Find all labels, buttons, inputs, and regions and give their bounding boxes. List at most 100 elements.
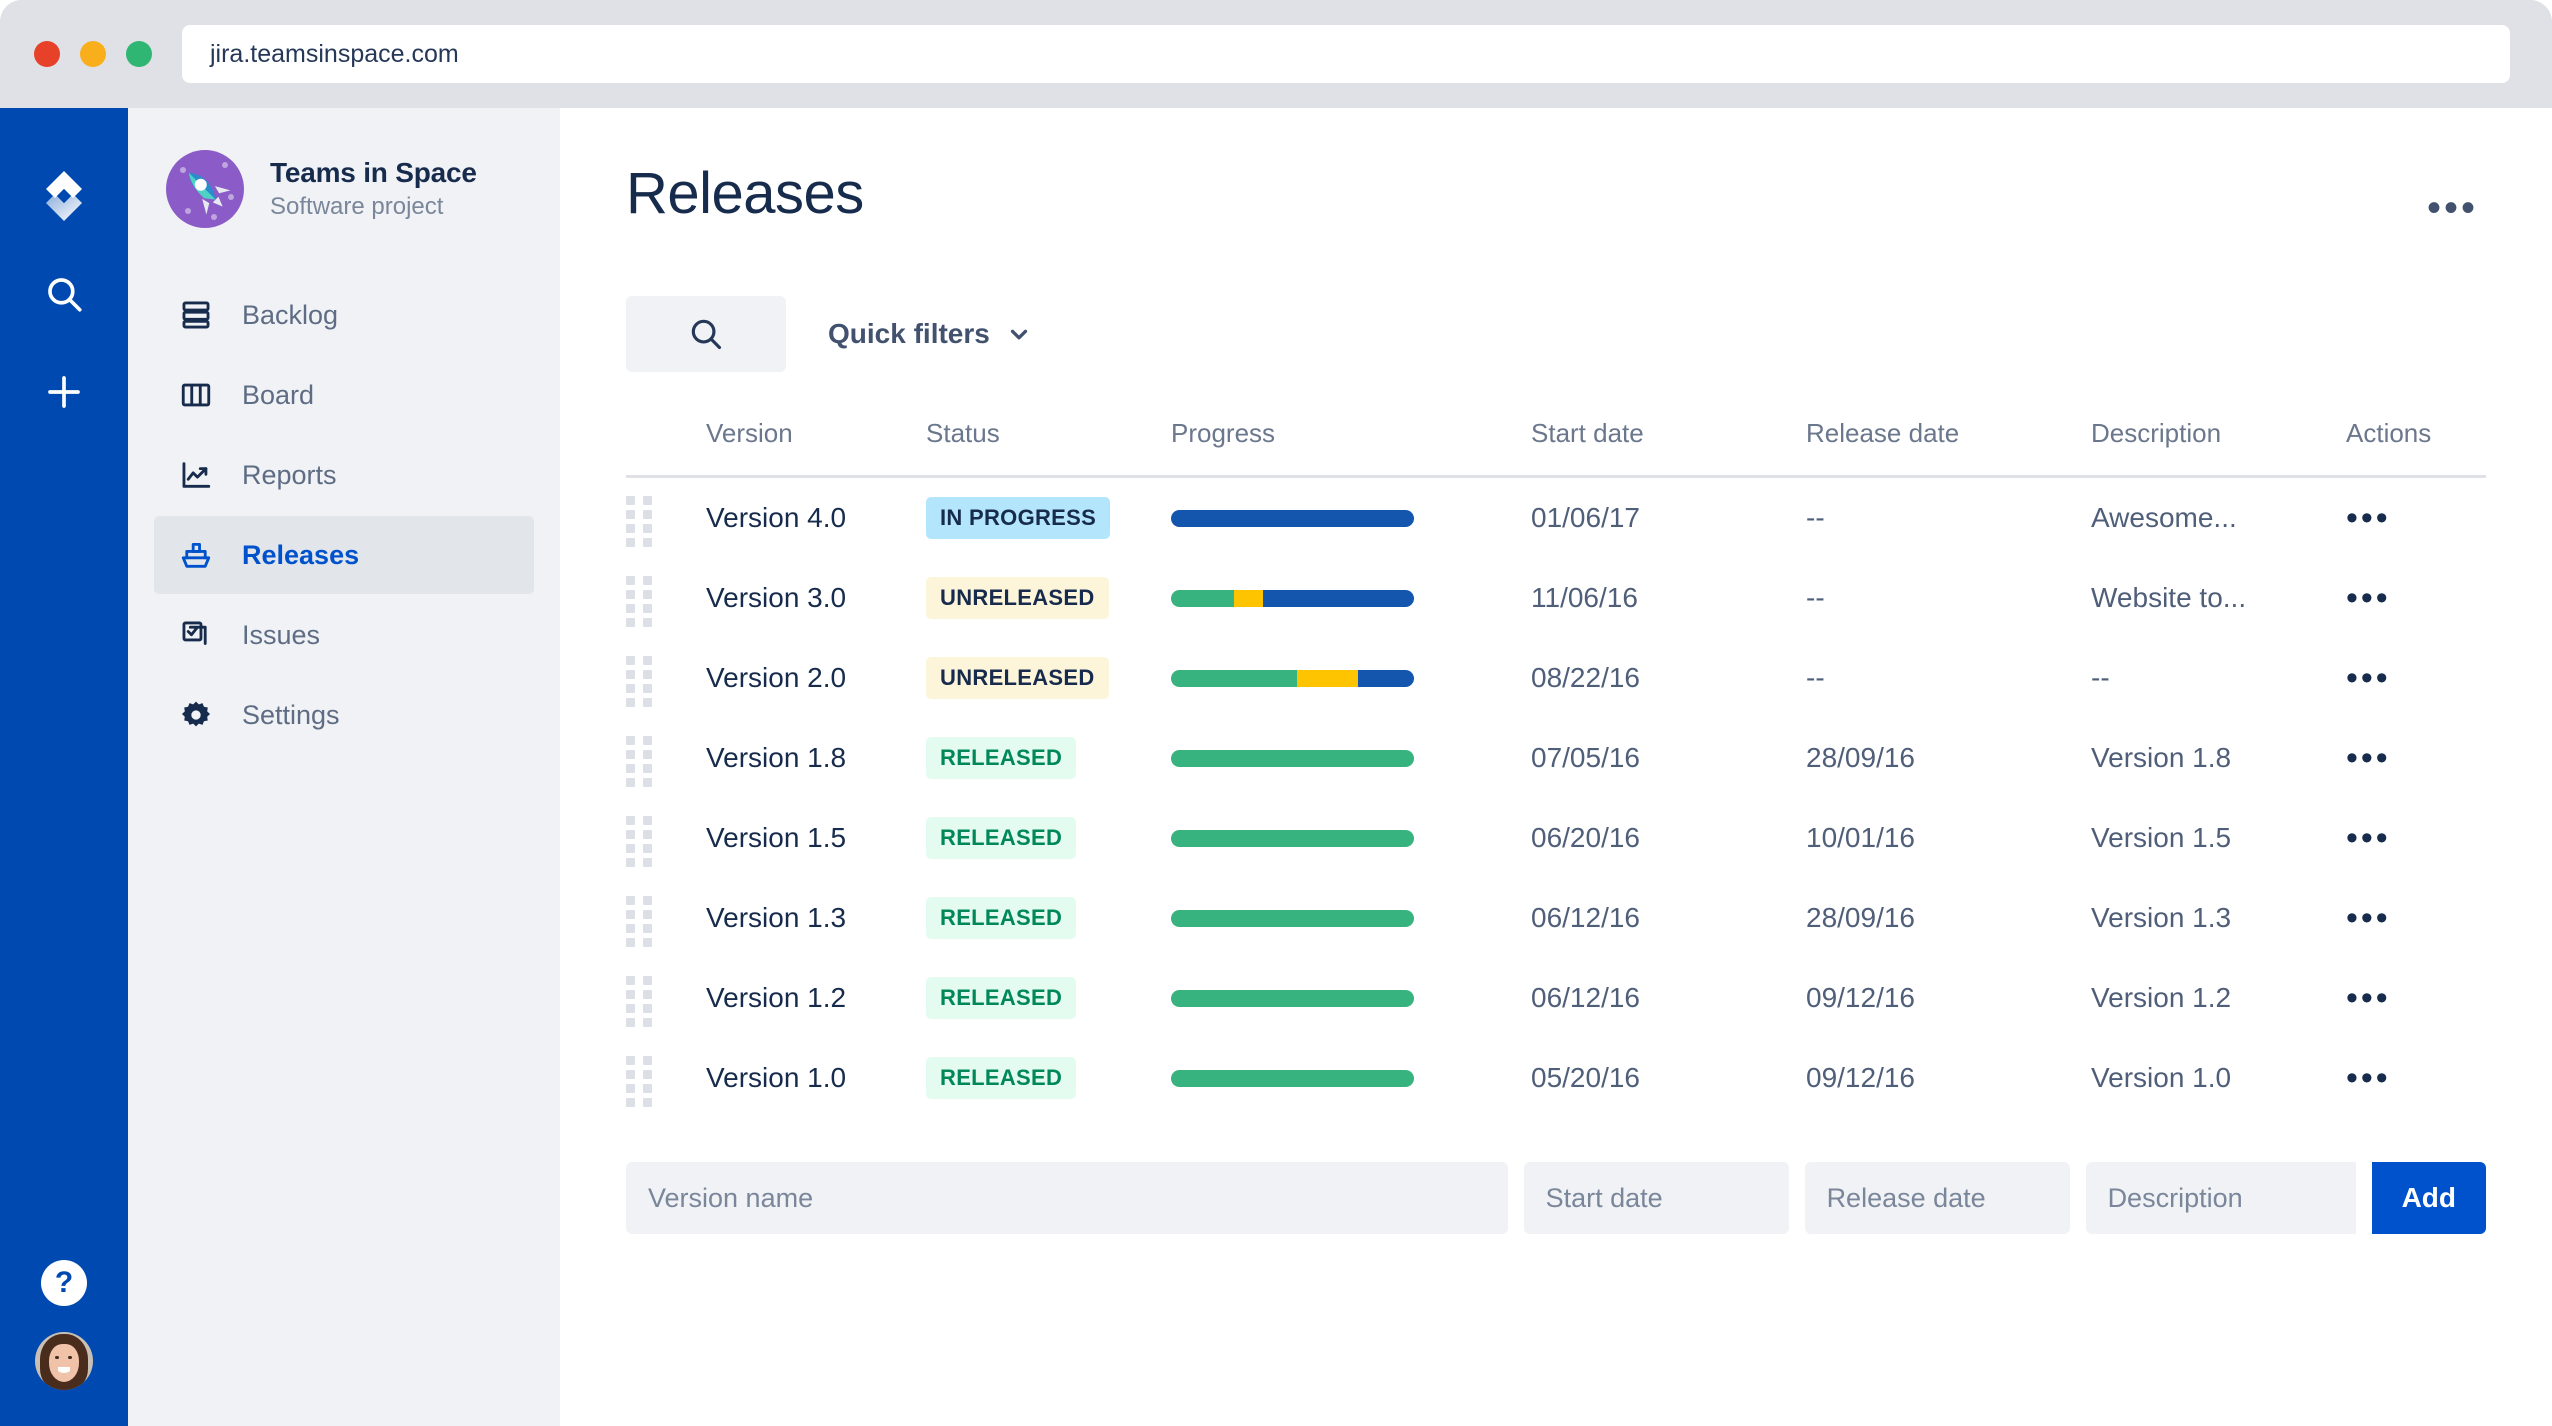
window-controls xyxy=(34,41,152,67)
version-name: Version 1.5 xyxy=(706,822,847,853)
sidebar-item-releases[interactable]: Releases xyxy=(154,516,534,594)
search-icon[interactable] xyxy=(28,258,100,330)
progress-bar xyxy=(1171,509,1414,527)
row-actions-menu-icon[interactable]: ••• xyxy=(2346,738,2391,777)
description: Version 1.2 xyxy=(2091,982,2232,1013)
row-actions-menu-icon[interactable]: ••• xyxy=(2346,978,2391,1017)
sidebar-item-reports[interactable]: Reports xyxy=(154,436,534,514)
start-date: 06/12/16 xyxy=(1531,902,1640,933)
start-date: 11/06/16 xyxy=(1531,582,1638,613)
table-row[interactable]: Version 3.0 UNRELEASED 11/06/16 -- Website t… xyxy=(626,558,2486,638)
reports-icon xyxy=(176,455,216,495)
sidebar-nav: Backlog Board xyxy=(128,276,560,754)
column-header-version: Version xyxy=(706,418,793,448)
close-window-button[interactable] xyxy=(34,41,60,67)
maximize-window-button[interactable] xyxy=(126,41,152,67)
start-date: 08/22/16 xyxy=(1531,662,1640,693)
progress-segment-done xyxy=(1171,1069,1414,1087)
progress-segment-done xyxy=(1171,909,1414,927)
progress-segment-inprogress xyxy=(1234,589,1264,607)
jira-logo-icon[interactable] xyxy=(28,160,100,232)
help-icon[interactable]: ? xyxy=(41,1260,87,1306)
sidebar-item-issues[interactable]: Issues xyxy=(154,596,534,674)
drag-handle-icon[interactable] xyxy=(626,576,652,627)
row-actions-menu-icon[interactable]: ••• xyxy=(2346,818,2391,857)
table-row[interactable]: Version 2.0 UNRELEASED 08/22/16 -- -- ••• xyxy=(626,638,2486,718)
create-icon[interactable] xyxy=(28,356,100,428)
column-header-description: Description xyxy=(2091,418,2222,448)
column-header-status: Status xyxy=(926,418,1000,448)
drag-handle-icon[interactable] xyxy=(626,656,652,707)
description: Version 1.3 xyxy=(2091,902,2232,933)
drag-handle-icon[interactable] xyxy=(626,976,652,1027)
description: Version 1.0 xyxy=(2091,1062,2232,1093)
sidebar-item-label: Reports xyxy=(242,459,337,490)
backlog-icon xyxy=(176,295,216,335)
row-actions-menu-icon[interactable]: ••• xyxy=(2346,498,2391,537)
table-row[interactable]: Version 4.0 IN PROGRESS 01/06/17 -- Awesome.… xyxy=(626,478,2486,558)
board-icon xyxy=(176,375,216,415)
sidebar-item-settings[interactable]: Settings xyxy=(154,676,534,754)
start-date-input[interactable] xyxy=(1523,1162,1789,1234)
issues-icon xyxy=(176,615,216,655)
main-content: Releases ••• Quick filters xyxy=(560,108,2552,1426)
app-body: ? xyxy=(0,108,2552,1426)
release-date: 28/09/16 xyxy=(1806,742,1915,773)
avatar[interactable] xyxy=(35,1332,93,1390)
row-actions-menu-icon[interactable]: ••• xyxy=(2346,1058,2391,1097)
address-bar[interactable]: jira.teamsinspace.com xyxy=(182,25,2510,83)
row-actions-menu-icon[interactable]: ••• xyxy=(2346,578,2391,617)
rail-bottom-group: ? xyxy=(0,1260,128,1390)
version-name: Version 1.8 xyxy=(706,742,847,773)
sidebar-item-backlog[interactable]: Backlog xyxy=(154,276,534,354)
progress-bar xyxy=(1171,909,1414,927)
drag-handle-icon[interactable] xyxy=(626,896,652,947)
drag-handle-icon[interactable] xyxy=(626,496,652,547)
table-row[interactable]: Version 1.2 RELEASED 06/12/16 09/12/16 Versi… xyxy=(626,958,2486,1038)
drag-handle-icon[interactable] xyxy=(626,1056,652,1107)
description: Version 1.8 xyxy=(2091,742,2232,773)
start-date: 01/06/17 xyxy=(1531,502,1640,533)
row-actions-menu-icon[interactable]: ••• xyxy=(2346,898,2391,937)
project-type: Software project xyxy=(270,193,444,220)
sidebar-item-board[interactable]: Board xyxy=(154,356,534,434)
start-date: 05/20/16 xyxy=(1531,1062,1640,1093)
project-header[interactable]: Teams in Space Software project xyxy=(128,150,560,228)
release-date: -- xyxy=(1806,502,1825,533)
sidebar-item-label: Board xyxy=(242,379,315,410)
table-row[interactable]: Version 1.5 RELEASED 06/20/16 10/01/16 Versi… xyxy=(626,798,2486,878)
table-row[interactable]: Version 1.8 RELEASED 07/05/16 28/09/16 Versi… xyxy=(626,718,2486,798)
add-button[interactable]: Add xyxy=(2371,1162,2486,1234)
release-date: -- xyxy=(1806,662,1825,693)
ship-icon xyxy=(176,535,216,575)
project-sidebar: Teams in Space Software project Backlog xyxy=(128,108,560,1426)
table-header-row: Version Status Progress Start date Relea… xyxy=(626,418,2486,478)
quick-filters-dropdown[interactable]: Quick filters xyxy=(828,318,1032,350)
gear-icon xyxy=(176,695,216,735)
table-row[interactable]: Version 1.3 RELEASED 06/12/16 28/09/16 Versi… xyxy=(626,878,2486,958)
release-date: -- xyxy=(1806,582,1825,613)
search-input[interactable] xyxy=(626,296,786,372)
toolbar: Quick filters xyxy=(626,296,2486,372)
table-row[interactable]: Version 1.0 RELEASED 05/20/16 09/12/16 Versi… xyxy=(626,1038,2486,1118)
minimize-window-button[interactable] xyxy=(80,41,106,67)
sidebar-item-label: Issues xyxy=(242,619,321,650)
project-rocket-icon xyxy=(166,150,244,228)
status-badge: UNRELEASED xyxy=(926,657,1109,699)
description-input[interactable] xyxy=(2085,1162,2356,1234)
page-overflow-menu-icon[interactable]: ••• xyxy=(2426,186,2478,230)
drag-handle-icon[interactable] xyxy=(626,816,652,867)
description: Version 1.5 xyxy=(2091,822,2232,853)
table-body: Version 4.0 IN PROGRESS 01/06/17 -- Awesome.… xyxy=(626,478,2486,1118)
release-date: 09/12/16 xyxy=(1806,982,1915,1013)
start-date: 06/12/16 xyxy=(1531,982,1640,1013)
progress-segment-done xyxy=(1171,829,1414,847)
version-name: Version 4.0 xyxy=(706,502,847,533)
row-actions-menu-icon[interactable]: ••• xyxy=(2346,658,2391,697)
version-name: Version 2.0 xyxy=(706,662,847,693)
drag-handle-icon[interactable] xyxy=(626,736,652,787)
version-name-input[interactable] xyxy=(626,1162,1508,1234)
progress-bar xyxy=(1171,829,1414,847)
release-date-input[interactable] xyxy=(1804,1162,2070,1234)
